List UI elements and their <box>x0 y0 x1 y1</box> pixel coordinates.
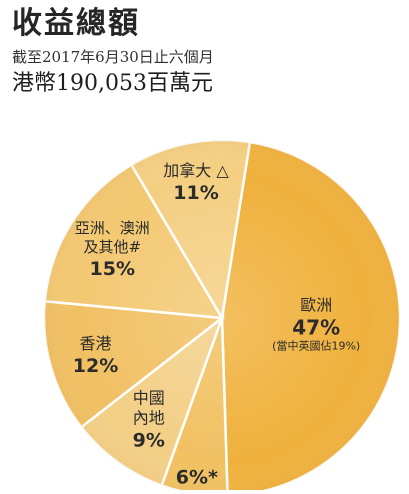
slice-value-label: 9% <box>133 429 165 451</box>
chart-title: 收益總額 <box>12 6 140 41</box>
slice-value-label: 6%* <box>176 467 218 489</box>
slice-label: 中國 <box>133 388 165 407</box>
slice-value-label: 47% <box>292 315 340 339</box>
slice-note: (當中英國佔19%) <box>272 338 360 352</box>
slice-label: 加拿大 △ <box>163 161 229 180</box>
header: 收益總額 截至2017年6月30日止六個月 港幣190,053百萬元 <box>12 4 402 99</box>
slice-label: 歐洲 <box>300 295 332 314</box>
chart-subtitle: 截至2017年6月30日止六個月 <box>12 48 214 66</box>
slice-value-label: 12% <box>73 355 118 377</box>
slice-label: 內地 <box>133 408 165 427</box>
slice-label: 香港 <box>79 334 111 353</box>
total-revenue: 港幣190,053百萬元 <box>12 71 213 96</box>
slice-value-label: 15% <box>90 258 135 280</box>
slice-label: 及其他# <box>84 238 142 256</box>
slice-label: 亞洲、澳洲 <box>75 219 150 237</box>
slice-value-label: 11% <box>173 182 218 204</box>
